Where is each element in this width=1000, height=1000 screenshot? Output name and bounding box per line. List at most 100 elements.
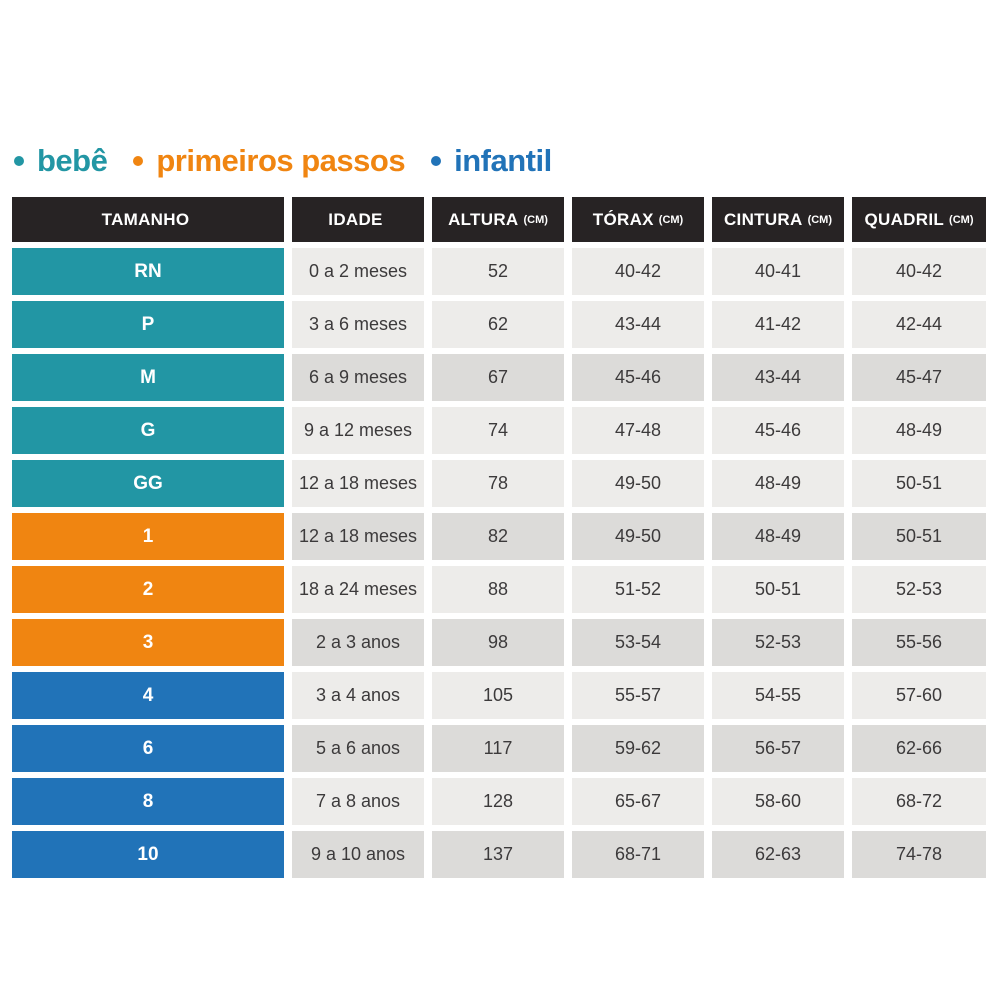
column-header-altura: ALTURA (CM) [432,197,564,242]
idade-cell: 9 a 12 meses [292,407,424,454]
quadril-cell: 50-51 [852,460,986,507]
altura-cell: 105 [432,672,564,719]
quadril-cell: 74-78 [852,831,986,878]
legend-dot-icon [133,156,144,166]
column-header-unit: (CM) [949,213,974,226]
quadril-cell: 52-53 [852,566,986,613]
quadril-cell: 68-72 [852,778,986,825]
size-cell: 8 [12,778,284,825]
quadril-cell: 42-44 [852,301,986,348]
cintura-cell: 45-46 [712,407,844,454]
cintura-cell: 58-60 [712,778,844,825]
torax-cell: 51-52 [572,566,704,613]
legend-label-primeiros-passos: primeiros passos [156,143,406,178]
altura-cell: 82 [432,513,564,560]
quadril-cell: 55-56 [852,619,986,666]
idade-cell: 3 a 4 anos [292,672,424,719]
column-header-label: QUADRIL [864,209,945,229]
idade-cell: 3 a 6 meses [292,301,424,348]
size-cell: 6 [12,725,284,772]
altura-cell: 88 [432,566,564,613]
idade-cell: 9 a 10 anos [292,831,424,878]
quadril-cell: 50-51 [852,513,986,560]
size-cell: GG [12,460,284,507]
column-header-label: TÓRAX [592,209,654,229]
altura-cell: 78 [432,460,564,507]
torax-cell: 40-42 [572,248,704,295]
idade-cell: 7 a 8 anos [292,778,424,825]
size-table: TAMANHO IDADE ALTURA (CM) TÓRAX (CM) CINTU… [12,197,986,878]
cintura-cell: 48-49 [712,513,844,560]
legend: bebê primeiros passos infantil [14,143,552,179]
torax-cell: 49-50 [572,513,704,560]
idade-cell: 0 a 2 meses [292,248,424,295]
cintura-cell: 62-63 [712,831,844,878]
quadril-cell: 48-49 [852,407,986,454]
quadril-cell: 57-60 [852,672,986,719]
torax-cell: 59-62 [572,725,704,772]
cintura-cell: 56-57 [712,725,844,772]
legend-dot-icon [431,156,442,166]
quadril-cell: 45-47 [852,354,986,401]
legend-item-bebe: bebê [14,143,108,179]
cintura-cell: 41-42 [712,301,844,348]
legend-label-infantil: infantil [454,143,552,178]
cintura-cell: 43-44 [712,354,844,401]
size-cell: G [12,407,284,454]
size-cell: 4 [12,672,284,719]
idade-cell: 2 a 3 anos [292,619,424,666]
cintura-cell: 52-53 [712,619,844,666]
idade-cell: 12 a 18 meses [292,460,424,507]
size-cell: P [12,301,284,348]
column-header-label: TAMANHO [101,209,190,229]
column-header-unit: (CM) [807,213,833,226]
column-header-unit: (CM) [523,213,548,226]
idade-cell: 5 a 6 anos [292,725,424,772]
torax-cell: 43-44 [572,301,704,348]
column-header-idade: IDADE [292,197,424,242]
idade-cell: 12 a 18 meses [292,513,424,560]
torax-cell: 47-48 [572,407,704,454]
column-header-quadril: QUADRIL (CM) [852,197,986,242]
cintura-cell: 40-41 [712,248,844,295]
idade-cell: 6 a 9 meses [292,354,424,401]
legend-item-primeiros-passos: primeiros passos [133,143,406,179]
size-cell: 3 [12,619,284,666]
column-header-torax: TÓRAX (CM) [572,197,704,242]
altura-cell: 137 [432,831,564,878]
quadril-cell: 62-66 [852,725,986,772]
altura-cell: 62 [432,301,564,348]
altura-cell: 98 [432,619,564,666]
legend-dot-icon [14,156,24,166]
column-header-cintura: CINTURA (CM) [712,197,844,242]
torax-cell: 55-57 [572,672,704,719]
idade-cell: 18 a 24 meses [292,566,424,613]
torax-cell: 68-71 [572,831,704,878]
legend-item-infantil: infantil [431,143,552,179]
altura-cell: 74 [432,407,564,454]
cintura-cell: 50-51 [712,566,844,613]
altura-cell: 117 [432,725,564,772]
torax-cell: 53-54 [572,619,704,666]
column-header-label: ALTURA [448,209,519,229]
altura-cell: 67 [432,354,564,401]
torax-cell: 65-67 [572,778,704,825]
torax-cell: 49-50 [572,460,704,507]
size-cell: M [12,354,284,401]
size-cell: 10 [12,831,284,878]
column-header-label: IDADE [328,209,383,229]
column-header-label: CINTURA [723,209,803,229]
size-cell: RN [12,248,284,295]
cintura-cell: 48-49 [712,460,844,507]
column-header-tamanho: TAMANHO [12,197,284,242]
quadril-cell: 40-42 [852,248,986,295]
column-header-unit: (CM) [658,213,684,226]
size-cell: 1 [12,513,284,560]
cintura-cell: 54-55 [712,672,844,719]
torax-cell: 45-46 [572,354,704,401]
legend-label-bebe: bebê [37,143,108,178]
altura-cell: 128 [432,778,564,825]
altura-cell: 52 [432,248,564,295]
size-cell: 2 [12,566,284,613]
